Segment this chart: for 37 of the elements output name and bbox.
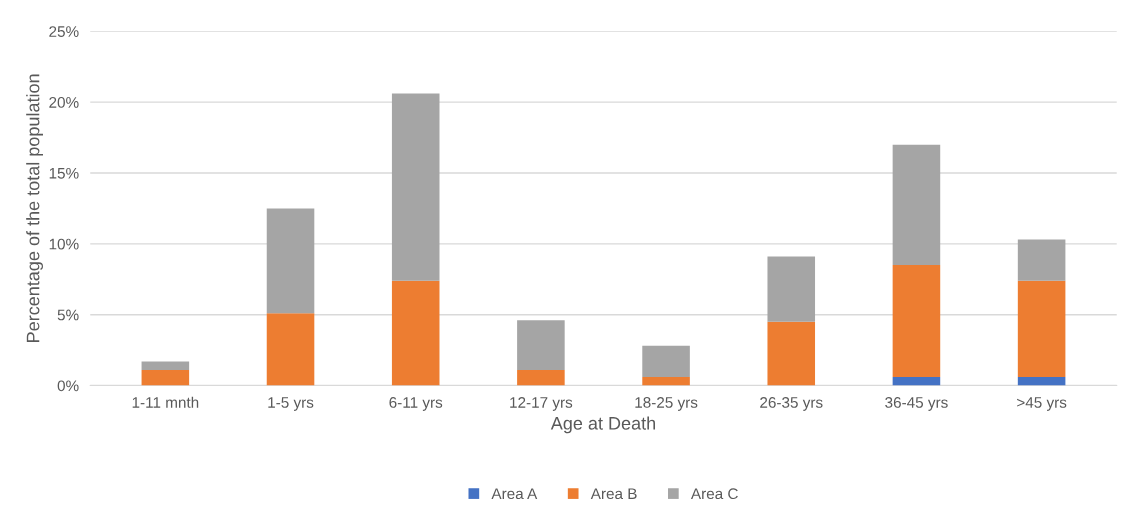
bar: [391, 93, 440, 281]
bar: [767, 321, 816, 386]
legend-label: Area A: [491, 488, 538, 500]
x-tick-label: 18-25 yrs: [635, 397, 698, 411]
bar: [642, 377, 690, 386]
bar: [642, 345, 690, 378]
y-tick-label: 15%: [49, 167, 79, 179]
y-tick-label: 10%: [49, 238, 79, 250]
bar: [892, 265, 941, 378]
x-tick-label: >45 yrs: [1017, 397, 1067, 411]
bar: [141, 361, 190, 370]
x-tick-label: 36-45 yrs: [885, 397, 948, 411]
bar: [767, 256, 816, 322]
x-axis-title: Age at Death: [550, 416, 656, 434]
bar: [391, 280, 440, 386]
legend-label: Area B: [590, 488, 637, 500]
y-tick-label: 0%: [57, 380, 79, 392]
bar: [517, 369, 565, 386]
x-tick-label: 12-17 yrs: [510, 397, 573, 411]
x-tick-label: 6-11 yrs: [389, 397, 443, 411]
bar: [1017, 377, 1066, 386]
y-tick-label: 5%: [57, 309, 79, 321]
y-tick-label: 25%: [49, 26, 79, 37]
y-tick-label: 20%: [49, 96, 79, 108]
x-tick-label: 1-11 mnth: [132, 396, 199, 408]
bar: [266, 208, 315, 314]
x-tick-label: 1-5 yrs: [268, 397, 314, 411]
legend-label: Area C: [690, 488, 738, 500]
bar: [892, 144, 941, 266]
bar: [266, 313, 315, 386]
bar: [141, 369, 190, 386]
x-tick-label: 26-35 yrs: [760, 397, 823, 411]
bar: [892, 377, 941, 386]
bar: [517, 320, 565, 370]
bar: [1017, 239, 1066, 281]
y-axis-title: Percentage of the total population: [26, 74, 43, 342]
bar: [1017, 280, 1066, 378]
